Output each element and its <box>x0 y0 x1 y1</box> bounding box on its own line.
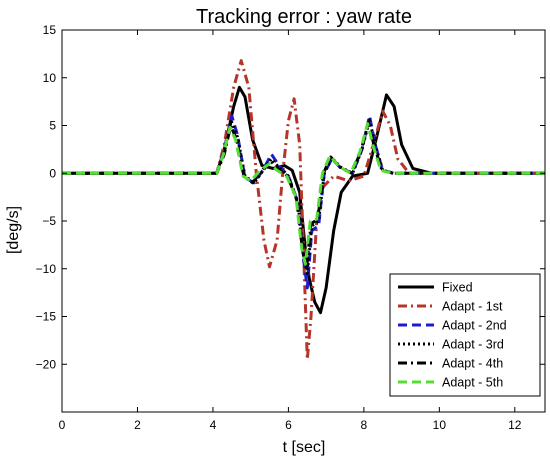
legend-box <box>389 273 541 397</box>
x-tick-label: 8 <box>361 418 368 432</box>
series-line-6 <box>62 122 545 266</box>
x-tick-label: 0 <box>59 418 66 432</box>
y-tick-label: 15 <box>43 23 57 37</box>
legend-label: Adapt - 5th <box>442 376 503 390</box>
series-line-2 <box>62 59 545 361</box>
x-axis-label: t [sec] <box>283 439 326 456</box>
y-tick-label: −15 <box>36 310 57 324</box>
x-tick-label: 12 <box>508 418 522 432</box>
plot-series-group <box>62 59 545 361</box>
legend: Fixed Adapt - 1st Adapt - 2nd Adapt - 3rd Ad… <box>389 273 541 397</box>
y-tick-label: −5 <box>42 214 56 228</box>
y-tick-label: −10 <box>36 262 57 276</box>
legend-label: Fixed <box>442 281 473 295</box>
y-tick-label: 10 <box>43 71 57 85</box>
axis-ticks: 0 2 4 6 8 10 12 −20 −15 −10 −5 0 5 10 15 <box>36 23 545 432</box>
legend-label: Adapt - 3rd <box>442 338 504 352</box>
chart-title: Tracking error : yaw rate <box>196 6 412 28</box>
legend-label: Adapt - 2nd <box>442 319 507 333</box>
x-tick-label: 2 <box>134 418 141 432</box>
y-axis-label: [deg/s] <box>5 206 22 254</box>
legend-label: Adapt - 1st <box>442 300 503 314</box>
y-tick-label: −20 <box>36 357 57 371</box>
y-tick-label: 5 <box>49 119 56 133</box>
x-tick-label: 6 <box>285 418 292 432</box>
x-tick-label: 4 <box>210 418 217 432</box>
series-line-1 <box>62 85 545 315</box>
legend-label: Adapt - 4th <box>442 357 503 371</box>
x-tick-label: 10 <box>433 418 447 432</box>
y-tick-label: 0 <box>49 166 56 180</box>
